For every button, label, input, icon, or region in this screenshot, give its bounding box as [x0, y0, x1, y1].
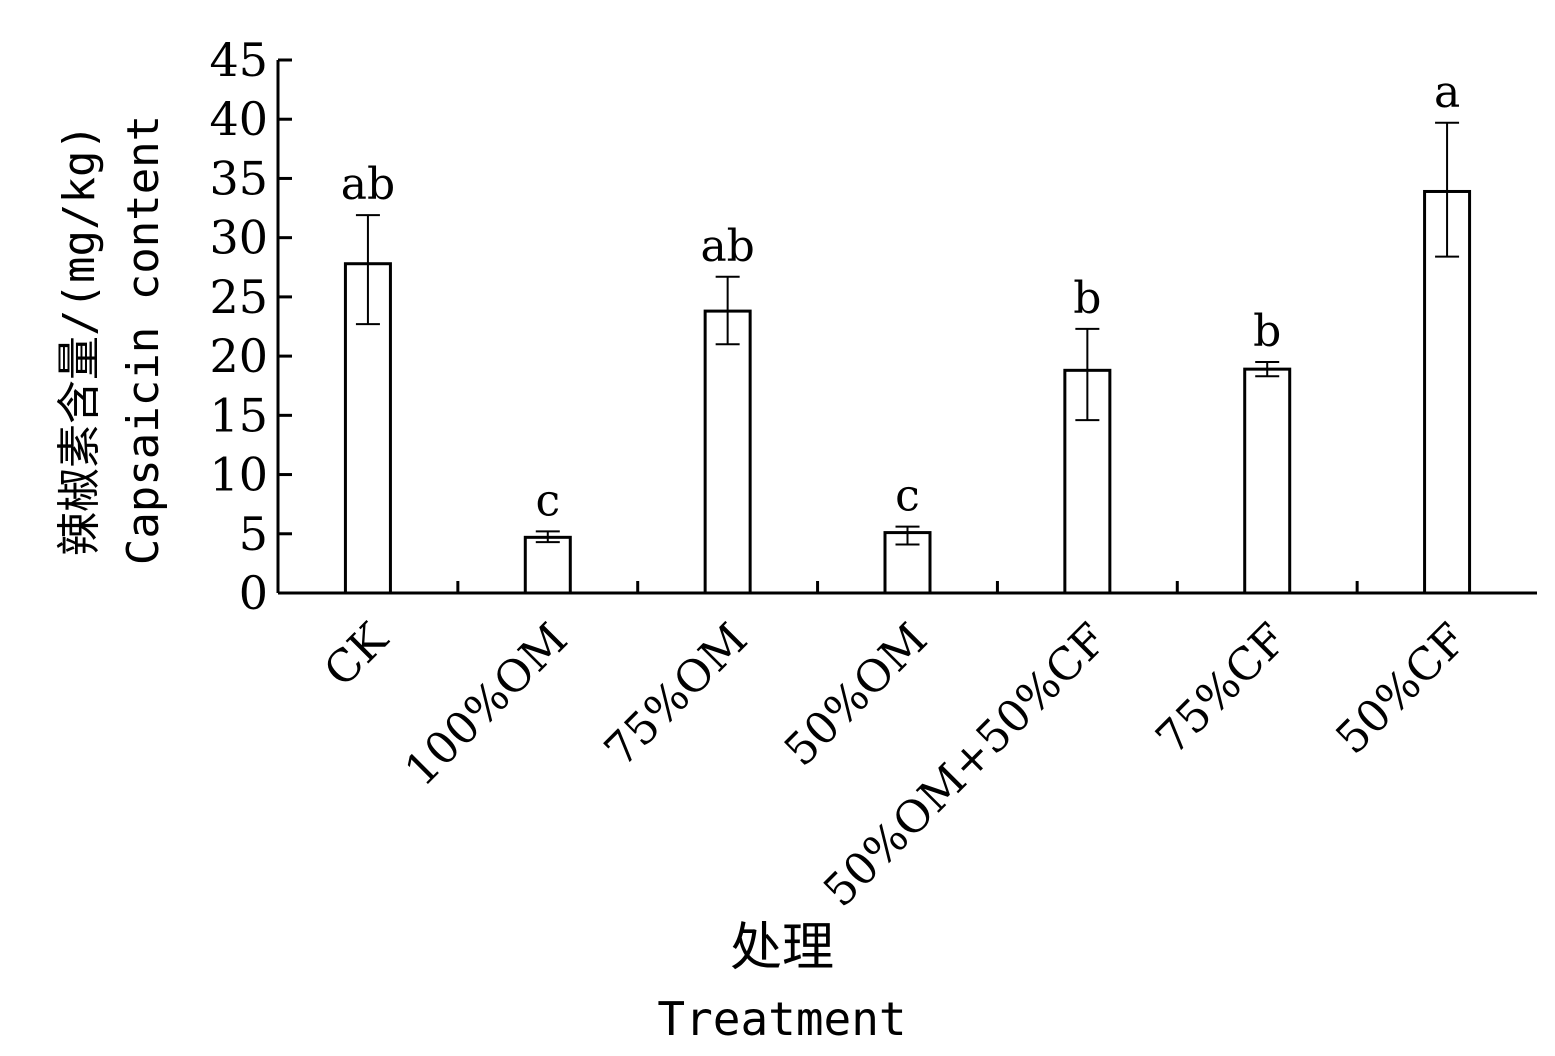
significance-letter: b	[1253, 306, 1281, 357]
x-tick-label: 100%OM	[395, 614, 577, 796]
bar	[523, 535, 572, 595]
y-tick-label: 5	[239, 507, 268, 561]
bar	[1243, 367, 1292, 595]
y-tick-label: 10	[209, 448, 268, 502]
significance-letter: b	[1073, 273, 1101, 324]
significance-letter: c	[535, 475, 560, 526]
significance-letter: ab	[341, 159, 395, 210]
x-tick-label: 50%OM	[775, 614, 938, 777]
significance-letter: c	[895, 471, 920, 522]
x-axis-label-english: Treatment	[657, 992, 906, 1046]
bar	[1423, 189, 1472, 595]
bar	[703, 309, 752, 595]
x-tick-label: 75%CF	[1146, 614, 1297, 765]
y-tick-label: 25	[209, 270, 268, 324]
significance-letter: a	[1434, 67, 1460, 118]
y-tick-label: 15	[209, 388, 268, 442]
significance-letter: ab	[700, 221, 754, 272]
y-tick-label: 45	[209, 33, 268, 87]
x-tick-label: 50%CF	[1326, 614, 1477, 765]
x-tick-label: CK	[315, 613, 399, 697]
y-axis-label-chinese: 辣椒素含量/(mg/kg)	[54, 124, 105, 556]
y-tick-label: 30	[209, 211, 268, 265]
y-tick-label: 20	[209, 329, 268, 383]
y-tick-label: 35	[209, 151, 268, 205]
y-tick-label: 0	[239, 566, 268, 620]
y-tick-label: 40	[209, 92, 268, 146]
bars	[343, 189, 1472, 595]
y-axis-label-english: Capsaicin content	[118, 115, 169, 565]
x-axis-label-chinese: 处理	[730, 918, 834, 978]
error-bars	[355, 121, 1460, 546]
significance-letters: ab c ab c b b a	[341, 67, 1460, 527]
x-tick-label: 75%OM	[595, 614, 758, 777]
